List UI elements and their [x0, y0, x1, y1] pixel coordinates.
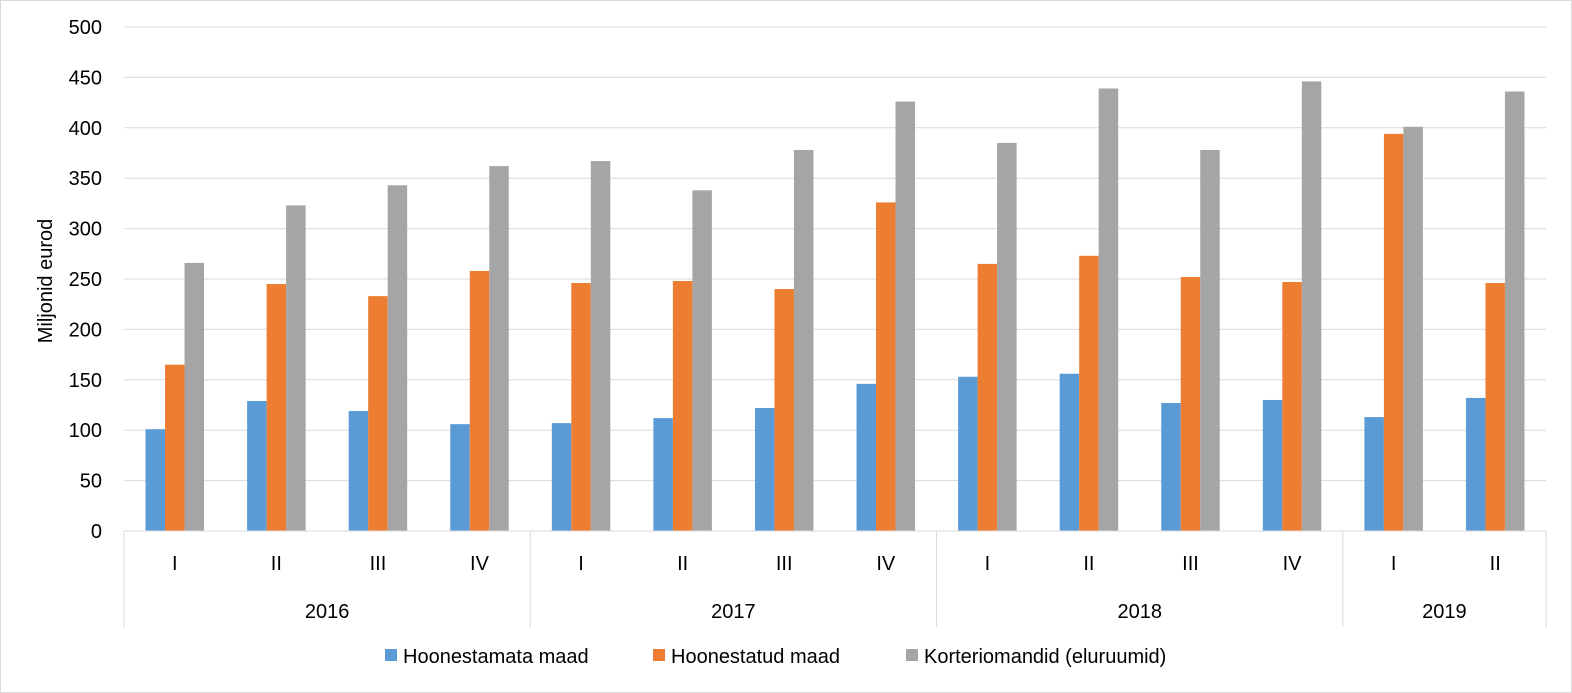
y-tick-label: 0 [91, 521, 102, 543]
y-tick-label: 150 [69, 370, 102, 392]
bar [1059, 373, 1080, 531]
bar [145, 429, 166, 531]
legend-swatch [906, 649, 918, 661]
x-group-label: 2019 [1422, 601, 1467, 623]
bar [489, 166, 509, 531]
x-group-label: 2017 [711, 601, 756, 623]
y-tick-label: 300 [69, 219, 102, 241]
x-tick-label: I [172, 553, 178, 575]
y-tick-label: 400 [69, 118, 102, 140]
bar [1098, 88, 1119, 531]
y-tick-label: 450 [69, 67, 102, 89]
bar [774, 289, 794, 531]
bar [266, 284, 287, 531]
bar [1180, 276, 1201, 531]
y-tick-label: 500 [69, 17, 102, 39]
x-tick-label: II [1083, 553, 1094, 575]
bar [876, 202, 896, 531]
bar [184, 262, 205, 531]
x-tick-label: I [985, 553, 991, 575]
y-tick-label: 250 [69, 269, 102, 291]
legend-label: Korteriomandid (eluruumid) [924, 646, 1166, 668]
legend-label: Hoonestatud maad [671, 646, 840, 668]
bar [1403, 126, 1423, 532]
x-tick-label: II [271, 553, 282, 575]
gridlines [124, 26, 1546, 482]
bar [856, 383, 877, 531]
x-tick-label: II [1490, 553, 1501, 575]
x-tick-label: II [677, 553, 688, 575]
legend-label: Hoonestamata maad [403, 646, 589, 668]
bar [1282, 282, 1302, 531]
bar [1200, 149, 1220, 531]
bar [1364, 417, 1384, 531]
bar [754, 408, 775, 531]
x-tick-label: III [776, 553, 793, 575]
bar [793, 149, 814, 531]
bar [165, 364, 185, 531]
legend-swatch [653, 649, 665, 661]
bar [571, 283, 591, 531]
bar [958, 376, 978, 531]
bar [895, 101, 916, 531]
bar [348, 411, 369, 531]
bar [286, 205, 306, 531]
bar [368, 296, 388, 531]
legend: Hoonestamata maad Hoonestatud maad Korteri… [385, 646, 1166, 668]
bar [450, 424, 470, 531]
y-tick-label: 350 [69, 168, 102, 190]
y-tick-label: 200 [69, 319, 102, 341]
x-tick-label: III [370, 553, 387, 575]
y-tick-label: 50 [80, 471, 102, 493]
bar [590, 161, 611, 531]
bar [469, 270, 490, 531]
bar [977, 263, 998, 531]
x-group-label: 2018 [1117, 601, 1162, 623]
bar [672, 281, 693, 531]
x-tick-label: III [1182, 553, 1199, 575]
bar [997, 142, 1017, 532]
bar [247, 400, 267, 531]
x-tick-label: I [1391, 553, 1397, 575]
bar [551, 423, 572, 531]
bar [1301, 81, 1322, 531]
bar [1504, 91, 1525, 532]
bar [653, 418, 673, 531]
x-group-label: 2016 [305, 601, 350, 623]
bar [1079, 255, 1099, 532]
y-axis-title: Miljonid eurod [35, 219, 57, 344]
bar [1161, 402, 1181, 531]
bar [1383, 133, 1404, 531]
x-tick-label: IV [470, 553, 490, 575]
x-tick-label: IV [876, 553, 896, 575]
y-tick-label: 100 [69, 420, 102, 442]
bar [1465, 397, 1486, 531]
x-tick-label: I [578, 553, 584, 575]
bar [1485, 283, 1505, 531]
bar [1262, 399, 1283, 531]
x-tick-label: IV [1283, 553, 1303, 575]
bars [145, 81, 1525, 532]
legend-swatch [385, 649, 397, 661]
bar [387, 185, 408, 532]
bar [692, 190, 712, 531]
